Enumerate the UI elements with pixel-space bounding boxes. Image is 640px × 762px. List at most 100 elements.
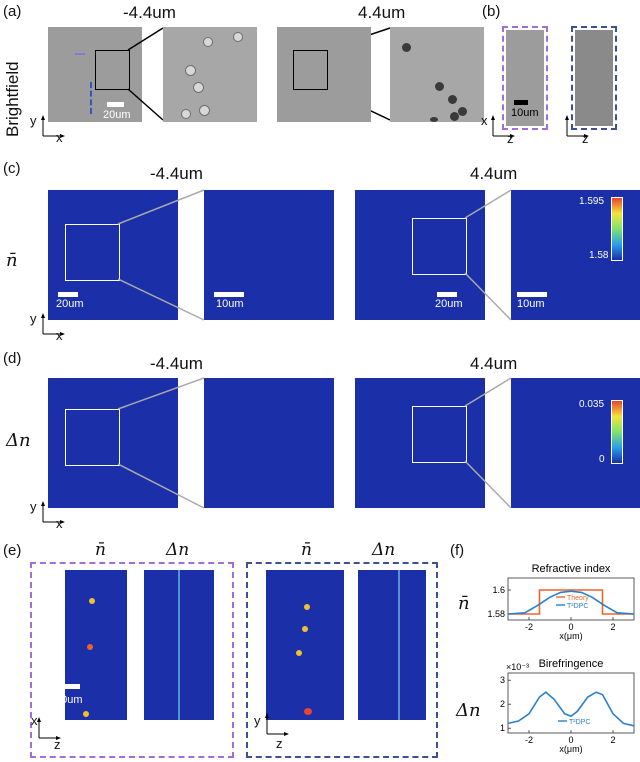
- b-purple-frame: 10um: [502, 26, 548, 130]
- roi-box: [95, 50, 130, 90]
- brightfield-right-image: [277, 27, 371, 122]
- panel-f-label: (f): [450, 542, 465, 559]
- chart-title: Refractive index: [532, 563, 611, 575]
- birefringence-chart: Birefringence -2 0 2 1 2 3 x(μm) ×10⁻³ T²DPC: [500, 658, 635, 754]
- legend-label: T²DPC: [567, 603, 588, 610]
- b-purple-image: [506, 30, 544, 126]
- axis-z-label: z: [507, 131, 514, 146]
- bead: [302, 626, 308, 632]
- y-tick-label: 1: [500, 723, 505, 733]
- panel-c-label: (c): [3, 160, 21, 177]
- scalebar: [437, 292, 457, 297]
- blue-line-marker: [90, 82, 92, 114]
- scalebar-label: 10um: [55, 694, 83, 706]
- axis-x-label: x: [56, 516, 63, 531]
- bead: [458, 107, 467, 116]
- series-line-t²dpc: [507, 691, 635, 727]
- x-tick-label: 0: [568, 735, 573, 745]
- panel-a-label: (a): [3, 3, 22, 20]
- axis-z-label: z: [276, 736, 283, 751]
- colorbar-min: 0: [599, 454, 605, 465]
- n-bar-right-image: 20um: [355, 190, 485, 320]
- panel-d-left-title: -4.4um: [150, 354, 203, 373]
- axis-x-label: x: [481, 113, 488, 128]
- axis-y-label: y: [30, 499, 37, 514]
- x-axis-label: x(μm): [559, 631, 582, 641]
- bead: [435, 82, 444, 91]
- bead: [203, 37, 213, 47]
- panel-a-right-title: 4.4um: [358, 3, 406, 22]
- axis-indicator-e1: [37, 717, 61, 740]
- e-n-bar-xz-image: 10um: [55, 570, 127, 720]
- center-streak: [178, 570, 180, 720]
- refractive-index-chart: Refractive index -2 0 2 1.58 1.6 x(μm) TheoryT²…: [487, 563, 635, 641]
- brightfield-left-zoom: [163, 27, 257, 122]
- f-row1-label: n̄: [458, 593, 470, 614]
- axis-indicator-c: [41, 313, 65, 336]
- scalebar: [107, 102, 124, 107]
- bead: [83, 711, 89, 717]
- axis-x-label: x: [31, 713, 38, 728]
- bead: [185, 65, 196, 76]
- axis-indicator-b2: [565, 115, 589, 138]
- n-bar-left-image: 20um: [48, 190, 178, 320]
- panel-d-label: (d): [3, 350, 22, 367]
- bead: [233, 32, 243, 42]
- bead: [87, 644, 93, 650]
- brightfield-right-zoom: [390, 27, 484, 122]
- bead: [448, 95, 457, 104]
- axis-z-label: z: [54, 737, 61, 752]
- scalebar-label: 10um: [216, 298, 244, 310]
- panel-a-left-title: -4.4um: [123, 3, 176, 22]
- bead: [450, 112, 459, 121]
- series-line-theory: [508, 589, 634, 615]
- legend-label: T²DPC: [569, 719, 590, 726]
- brightfield-left-image: 20um: [48, 27, 142, 122]
- x-tick-label: 0: [568, 622, 573, 632]
- n-bar-right-zoom: 10um 1.595 1.58: [511, 190, 640, 320]
- scalebar: [514, 100, 528, 105]
- panel-e-label: (e): [3, 542, 22, 559]
- bead: [430, 117, 438, 122]
- e-col4-label: Δn: [372, 540, 396, 560]
- x-tick-label: -2: [525, 735, 533, 745]
- bead: [181, 109, 191, 119]
- y-tick-label: 3: [500, 675, 505, 685]
- roi-box: [412, 218, 467, 275]
- e-delta-n-xz-image: [144, 570, 214, 720]
- scalebar-label: 20um: [56, 298, 84, 310]
- axis-indicator-a: [41, 115, 65, 138]
- scalebar-label: 20um: [435, 298, 463, 310]
- n-bar-left-zoom: 10um: [204, 190, 334, 320]
- delta-n-left-image: [48, 378, 178, 508]
- e-blue-frame: [246, 562, 438, 758]
- b-blue-frame: [571, 26, 617, 130]
- roi-box: [65, 409, 120, 466]
- scalebar: [517, 292, 547, 297]
- chart-title: Birefringence: [539, 658, 604, 670]
- bead: [402, 43, 411, 52]
- panel-d-right-title: 4.4um: [470, 354, 518, 373]
- colorbar-min: 1.58: [589, 250, 609, 261]
- axis-y-label: y: [254, 713, 261, 728]
- e-n-bar-yz-image: [266, 570, 344, 720]
- x-tick-label: 2: [610, 622, 615, 632]
- colorbar: [611, 197, 623, 261]
- panel-c-row-label: n̄: [6, 250, 18, 271]
- legend-label: Theory: [567, 595, 589, 602]
- axis-indicator-b: [491, 115, 515, 138]
- bead: [199, 105, 210, 116]
- colorbar-max: 0.035: [579, 399, 605, 410]
- e-col3-label: n̄: [301, 540, 312, 560]
- purple-line-marker: [75, 53, 85, 55]
- scalebar: [58, 684, 80, 689]
- e-delta-n-yz-image: [358, 570, 426, 720]
- scalebar-label: 10um: [511, 107, 539, 119]
- axis-x-label: x: [56, 328, 63, 343]
- panel-d-row-label: Δn: [6, 430, 31, 451]
- colorbar: [611, 400, 623, 464]
- y-tick-label: 2: [500, 699, 505, 709]
- delta-n-left-zoom: [204, 378, 334, 508]
- x-tick-label: -2: [525, 622, 533, 632]
- f-row2-label: Δn: [456, 700, 481, 721]
